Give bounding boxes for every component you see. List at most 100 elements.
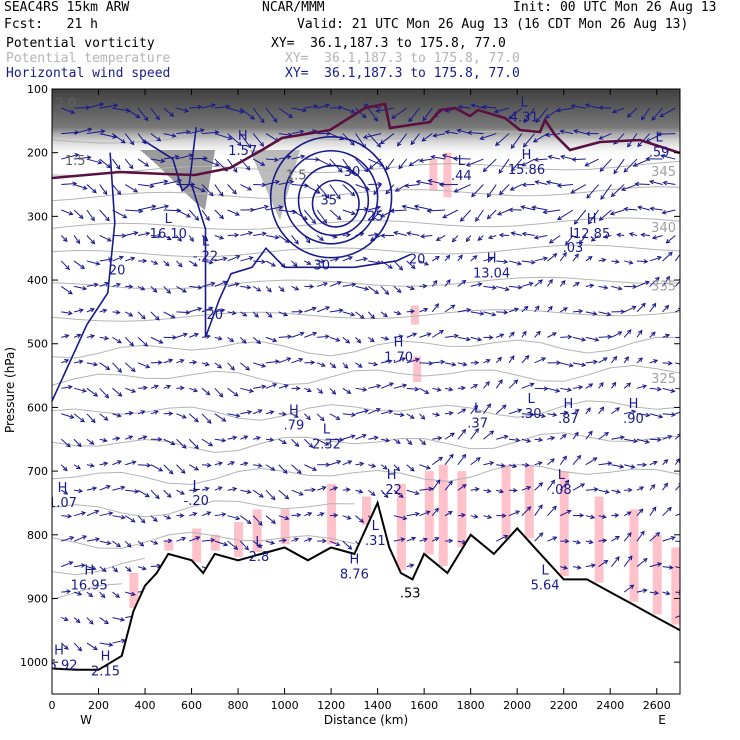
wind-arrow-head bbox=[453, 333, 459, 339]
wind-arrow-head bbox=[87, 127, 93, 133]
wind-arrow-head bbox=[134, 488, 140, 494]
wind-arrow-head bbox=[204, 486, 210, 492]
wind-arrow-head bbox=[325, 194, 330, 199]
wind-arrow bbox=[99, 258, 113, 262]
wind-arrow bbox=[73, 438, 82, 447]
moisture-shading bbox=[129, 152, 680, 625]
wind-arrow-head bbox=[294, 286, 300, 291]
wind-arrow bbox=[240, 515, 252, 524]
wind-arrow-head bbox=[562, 252, 567, 257]
wind-arrow-head bbox=[512, 488, 518, 493]
wind-arrow bbox=[521, 383, 534, 389]
wind-arrow bbox=[265, 107, 278, 123]
wind-arrow-head bbox=[509, 186, 515, 191]
x-tick-label: 400 bbox=[135, 699, 156, 712]
wind-arrow bbox=[86, 464, 94, 467]
wind-arrow bbox=[393, 489, 404, 498]
wind-arrow bbox=[227, 461, 235, 466]
wind-arrow bbox=[342, 256, 353, 262]
wind-arrow-head bbox=[555, 388, 561, 393]
wind-arrow-head bbox=[222, 280, 228, 285]
high-marker: H bbox=[289, 403, 299, 418]
wind-arrow bbox=[432, 361, 445, 364]
wind-arrow bbox=[419, 387, 429, 394]
wind-arrow-head bbox=[66, 442, 71, 448]
wind-arrow-head bbox=[346, 515, 352, 520]
wind-arrow-head bbox=[78, 359, 84, 365]
wind-arrow-head bbox=[581, 362, 587, 367]
wind-arrow bbox=[488, 235, 497, 239]
moisture-plume bbox=[629, 509, 639, 602]
wind-arrow bbox=[611, 514, 619, 517]
wind-arrow-head bbox=[302, 107, 308, 113]
wind-arrow bbox=[265, 286, 272, 293]
wind-arrow bbox=[150, 515, 158, 522]
wind-arrow-head bbox=[475, 457, 481, 462]
legend-theta-xy: XY= 36.1,187.3 to 175.8, 77.0 bbox=[285, 51, 520, 66]
wind-arrow bbox=[125, 232, 138, 236]
wind-arrow-head bbox=[102, 437, 108, 443]
wind-arrow bbox=[629, 233, 638, 236]
wind-arrow-head bbox=[571, 157, 577, 162]
wind-arrow bbox=[675, 591, 680, 593]
wind-arrow bbox=[99, 617, 109, 624]
wind-arrow bbox=[316, 235, 324, 241]
wind-arrow-head bbox=[576, 539, 582, 545]
wind-arrow bbox=[329, 540, 340, 546]
wind-arrow-head bbox=[685, 388, 689, 392]
wind-arrow-head bbox=[538, 437, 544, 443]
wind-arrow-head bbox=[361, 113, 367, 119]
wind-arrow-head bbox=[245, 365, 251, 371]
wind-arrow bbox=[393, 311, 401, 315]
wind-arrow bbox=[60, 464, 68, 471]
theta-contour bbox=[52, 432, 680, 453]
wind-arrow-head bbox=[166, 493, 172, 498]
wind-arrow-head bbox=[153, 260, 159, 265]
wind-arrow bbox=[406, 513, 419, 517]
wind-arrow-head bbox=[177, 262, 183, 268]
wind-arrow bbox=[252, 409, 262, 415]
wind-arrow-head bbox=[564, 479, 570, 485]
wind-arrow bbox=[74, 564, 85, 568]
wind-arrow-head bbox=[141, 565, 147, 571]
wind-arrow bbox=[666, 235, 676, 244]
high-marker: H bbox=[394, 336, 404, 351]
wind-arrow-head bbox=[82, 535, 88, 540]
wind-arrow bbox=[617, 234, 625, 236]
wind-arrow-head bbox=[542, 256, 549, 262]
x-tick-label: 1000 bbox=[271, 699, 299, 712]
wind-arrow-head bbox=[493, 108, 499, 114]
wind-arrow-head bbox=[324, 441, 330, 446]
wind-arrow bbox=[150, 234, 161, 237]
wind-arrow bbox=[508, 510, 520, 517]
wind-arrow bbox=[150, 107, 160, 120]
wind-arrow bbox=[163, 133, 176, 137]
wind-arrow-head bbox=[282, 411, 287, 417]
wind-arrow-head bbox=[461, 385, 466, 391]
wind-arrow-head bbox=[166, 384, 172, 390]
wind-arrow-head bbox=[423, 307, 429, 313]
low-marker: L bbox=[193, 479, 201, 494]
wind-arrow bbox=[150, 158, 165, 162]
wind-arrow bbox=[201, 539, 215, 542]
tropopause-pv-contour bbox=[52, 102, 680, 180]
wind-arrow-head bbox=[541, 357, 547, 362]
wind-arrow-head bbox=[497, 356, 502, 362]
wind-arrow bbox=[572, 455, 581, 466]
wind-arrow-head bbox=[271, 519, 276, 524]
wind-arrow-head bbox=[350, 140, 355, 146]
wind-arrow-head bbox=[351, 412, 357, 418]
wind-arrow-head bbox=[548, 305, 553, 311]
wind-arrow-head bbox=[92, 486, 98, 491]
wind-arrow bbox=[573, 130, 586, 135]
wind-arrow-head bbox=[298, 357, 304, 363]
wind-arrow-head bbox=[347, 545, 353, 550]
wind-arrow bbox=[611, 184, 625, 197]
wind-arrow-head bbox=[538, 482, 544, 487]
wind-arrow-head bbox=[97, 159, 103, 165]
wind-arrow bbox=[125, 184, 138, 193]
x-tick-label: 1600 bbox=[410, 699, 438, 712]
wind-arrow bbox=[633, 158, 650, 167]
wind-arrow-head bbox=[564, 538, 570, 544]
wind-arrow bbox=[342, 435, 355, 440]
